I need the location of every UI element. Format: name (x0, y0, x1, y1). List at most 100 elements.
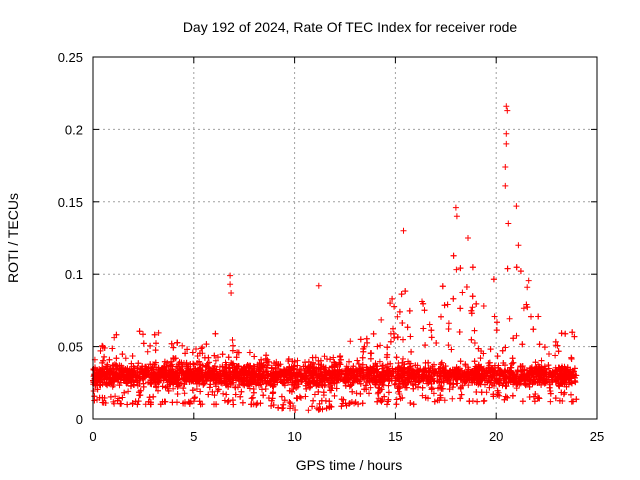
data-point (462, 361, 469, 368)
data-point (519, 398, 526, 405)
data-point (394, 313, 401, 320)
data-point (191, 395, 198, 402)
data-point (441, 397, 448, 404)
data-point (558, 389, 565, 396)
data-point (469, 304, 476, 311)
data-point (361, 386, 368, 393)
data-point (157, 401, 164, 408)
data-point (465, 382, 472, 389)
data-point (102, 400, 109, 406)
data-point (523, 301, 530, 308)
data-point (494, 319, 500, 326)
data-point (99, 394, 106, 401)
data-point (448, 346, 455, 353)
data-point (155, 387, 161, 394)
data-point (196, 398, 203, 405)
data-point (232, 384, 239, 391)
data-point (339, 400, 346, 407)
data-point (377, 397, 384, 404)
data-point (263, 380, 270, 387)
data-point (499, 347, 506, 354)
data-point (568, 370, 574, 377)
data-point (390, 325, 396, 332)
data-point (376, 385, 383, 392)
data-point (124, 401, 131, 408)
data-point (316, 400, 323, 407)
data-point (400, 381, 407, 388)
data-point (174, 364, 181, 371)
data-point (450, 252, 457, 259)
data-point (129, 400, 136, 406)
data-point (490, 393, 497, 400)
data-point (485, 378, 491, 384)
data-point (206, 359, 212, 366)
data-point (263, 352, 270, 359)
data-point (184, 365, 191, 372)
data-point (346, 358, 352, 365)
data-point (260, 392, 267, 399)
data-point (107, 393, 114, 400)
data-point (204, 374, 211, 381)
data-point (162, 384, 169, 391)
data-point (169, 399, 176, 406)
data-point (441, 302, 448, 309)
data-point (270, 402, 277, 408)
data-point (407, 400, 414, 406)
data-point (255, 374, 262, 380)
data-point (328, 385, 335, 391)
data-point (106, 356, 113, 363)
data-point (156, 369, 163, 376)
data-point (238, 388, 245, 395)
data-point (432, 369, 439, 376)
data-point (384, 375, 391, 382)
data-point (140, 340, 147, 347)
data-point (407, 333, 414, 340)
data-point (206, 384, 213, 391)
data-point (102, 381, 109, 387)
data-point (471, 327, 478, 334)
data-point (320, 389, 327, 396)
data-point (193, 380, 200, 387)
data-point (440, 364, 447, 371)
data-point (491, 313, 498, 320)
data-point (147, 342, 154, 349)
data-point (213, 366, 220, 373)
data-point (494, 353, 501, 360)
data-point (346, 400, 353, 406)
data-point (445, 342, 452, 349)
data-point (268, 402, 275, 409)
data-point (364, 375, 371, 382)
data-point (201, 380, 208, 387)
data-point (169, 363, 176, 370)
data-point (196, 367, 203, 374)
data-point (389, 370, 396, 376)
data-point (135, 398, 142, 405)
data-point (536, 367, 543, 374)
data-point (395, 383, 402, 390)
data-point (165, 387, 172, 394)
data-point (322, 397, 329, 404)
data-point (475, 380, 482, 387)
data-point (91, 397, 98, 404)
data-point (197, 401, 204, 408)
data-point (135, 360, 142, 367)
data-point (229, 337, 236, 343)
data-point (367, 384, 374, 391)
data-point (215, 354, 221, 361)
data-point (520, 305, 527, 312)
data-point (557, 380, 564, 387)
data-point (330, 354, 337, 361)
data-point (359, 354, 366, 361)
data-point (449, 395, 456, 402)
data-point (196, 377, 203, 384)
grid-lines (93, 57, 597, 419)
data-point (552, 395, 559, 402)
data-point (111, 400, 118, 407)
data-point (548, 378, 555, 385)
data-point (510, 335, 517, 342)
data-point (238, 370, 245, 377)
data-point (265, 358, 272, 365)
data-point (431, 361, 437, 368)
data-point (355, 401, 362, 408)
